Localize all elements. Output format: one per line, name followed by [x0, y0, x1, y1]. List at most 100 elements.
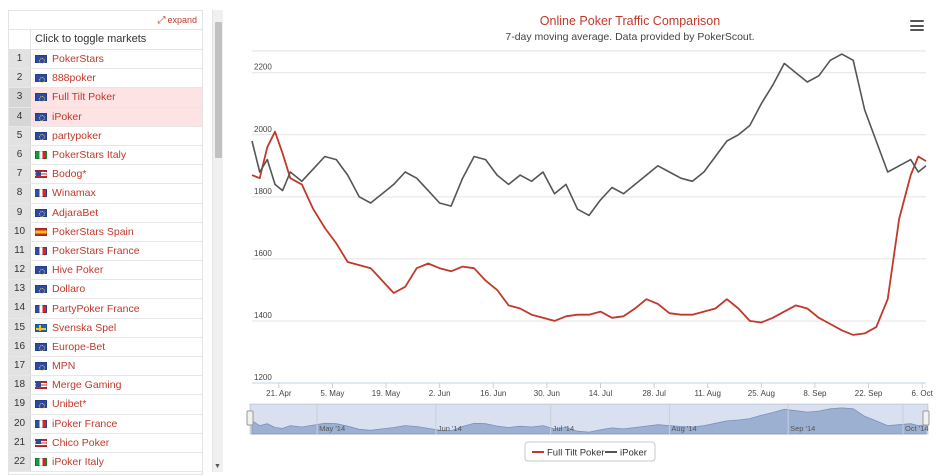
y-tick-label: 2000 [254, 125, 272, 134]
market-cell[interactable]: PokerStars Italy [31, 146, 202, 164]
market-name: Europe-Bet [52, 340, 106, 353]
market-row[interactable]: 3 Full Tilt Poker [9, 88, 202, 108]
market-cell[interactable]: Chico Poker [31, 434, 202, 452]
market-cell[interactable]: PokerStars [31, 50, 202, 68]
market-cell[interactable]: PokerStars France [31, 242, 202, 260]
market-cell[interactable]: MPN [31, 357, 202, 375]
market-row[interactable]: 12 Hive Poker [9, 261, 202, 281]
market-rank: 20 [9, 414, 31, 433]
series-line-full-tilt-poker[interactable] [251, 130, 927, 336]
market-cell[interactable]: Full Tilt Poker [31, 88, 202, 107]
x-tick-label: 8. Sep [803, 389, 827, 398]
market-cell[interactable]: Bodog* [31, 165, 202, 183]
market-row[interactable]: 13 Dollaro [9, 280, 202, 300]
market-cell[interactable]: Hive Poker [31, 261, 202, 279]
market-name: MPN [52, 360, 76, 373]
market-cell[interactable]: PartyPoker France [31, 299, 202, 317]
market-row[interactable]: 8 Winamax [9, 184, 202, 204]
fr-flag-icon [35, 304, 47, 313]
market-rank: 21 [9, 433, 31, 452]
market-name: partypoker [52, 129, 102, 142]
market-cell[interactable]: Svenska Spel [31, 319, 202, 337]
market-name: 888poker [52, 72, 96, 85]
market-name: PokerStars France [52, 244, 140, 257]
x-tick-label: 2. Jun [429, 389, 451, 398]
market-row[interactable]: 7 Bodog* [9, 165, 202, 185]
market-row[interactable]: 19 Unibet* [9, 395, 202, 415]
market-name: Full Tilt Poker [52, 91, 116, 104]
market-cell[interactable]: 888poker [31, 69, 202, 87]
market-cell[interactable]: Unibet* [31, 395, 202, 413]
market-row[interactable]: 20 iPoker France [9, 414, 202, 434]
navigator-handle-left[interactable] [246, 410, 254, 426]
market-name: iPoker France [52, 417, 118, 430]
expand-button[interactable]: ⤢ expand [157, 15, 197, 26]
market-row[interactable]: 4 iPoker [9, 107, 202, 127]
market-row[interactable]: 17 MPN [9, 357, 202, 377]
y-tick-label: 1400 [254, 311, 272, 320]
series-line-ipoker[interactable] [251, 53, 927, 217]
x-tick-label: 14. Jul [589, 389, 613, 398]
us-flag-icon [35, 381, 47, 390]
market-cell[interactable]: AdjaraBet [31, 204, 202, 222]
market-cell[interactable]: PokerStars Spain [31, 223, 202, 241]
market-cell[interactable]: partypoker [31, 127, 202, 145]
market-cell[interactable]: Europe-Bet [31, 338, 202, 356]
x-tick-label: 11. Aug [694, 389, 721, 398]
market-row[interactable]: 16 Europe-Bet [9, 337, 202, 357]
es-flag-icon [35, 227, 47, 236]
navigator-label: Oct '14 [905, 424, 929, 433]
market-cell[interactable]: iPoker Italy [31, 453, 202, 471]
market-row[interactable]: 21 Chico Poker [9, 433, 202, 453]
market-rank: 5 [9, 126, 31, 145]
market-rank: 12 [9, 261, 31, 280]
eu-flag-icon [35, 55, 47, 64]
market-row[interactable]: 2 888poker [9, 69, 202, 89]
market-rank: 22 [9, 452, 31, 472]
market-cell[interactable]: iPoker France [31, 415, 202, 433]
market-row[interactable]: 14 PartyPoker France [9, 299, 202, 319]
scrollbar-thumb[interactable] [215, 22, 222, 158]
market-row[interactable]: 11 PokerStars France [9, 241, 202, 262]
market-row[interactable]: 5 partypoker [9, 126, 202, 146]
eu-flag-icon [35, 362, 47, 371]
eu-flag-icon [35, 74, 47, 83]
navigator-label: Jul '14 [553, 424, 574, 433]
market-row[interactable]: 15 Svenska Spel [9, 318, 202, 338]
fr-flag-icon [35, 246, 47, 255]
us-flag-icon [35, 438, 47, 447]
market-rank: 3 [9, 88, 31, 107]
fr-flag-icon [35, 419, 47, 428]
legend-item-label[interactable]: iPoker [620, 448, 647, 459]
market-row[interactable]: 22 iPoker Italy [9, 452, 202, 473]
market-name: Bodog* [52, 168, 87, 181]
market-rank: 16 [9, 337, 31, 356]
market-row[interactable]: 18 Merge Gaming [9, 376, 202, 396]
eu-flag-icon [35, 285, 47, 294]
y-tick-label: 2200 [254, 63, 272, 72]
market-name: PartyPoker France [52, 302, 140, 315]
x-tick-label: 6. Oct [911, 389, 933, 398]
market-rank: 2 [9, 69, 31, 88]
market-row[interactable]: 10 PokerStars Spain [9, 222, 202, 242]
hamburger-menu-icon[interactable] [910, 20, 924, 32]
navigator-handle-right[interactable] [922, 410, 930, 426]
navigator-selected-range[interactable] [250, 404, 928, 434]
market-name: Hive Poker [52, 264, 104, 277]
market-list-scrollbar[interactable]: ▼ [212, 10, 223, 472]
expand-arrows-icon: ⤢ [157, 15, 166, 26]
market-cell[interactable]: Dollaro [31, 280, 202, 298]
x-tick-label: 28. Jul [642, 389, 666, 398]
market-row[interactable]: 1 PokerStars [9, 50, 202, 70]
market-cell[interactable]: Merge Gaming [31, 376, 202, 394]
market-row[interactable]: 6 PokerStars Italy [9, 145, 202, 166]
market-cell[interactable]: iPoker [31, 107, 202, 126]
scroll-down-arrow-icon[interactable]: ▼ [214, 463, 221, 470]
market-rank: 11 [9, 241, 31, 261]
legend-item-label[interactable]: Full Tilt Poker [547, 448, 605, 459]
fr-flag-icon [35, 189, 47, 198]
markets-panel-header: ⤢ expand [9, 11, 202, 30]
market-cell[interactable]: Winamax [31, 184, 202, 202]
eu-flag-icon [35, 266, 47, 275]
market-row[interactable]: 9 AdjaraBet [9, 203, 202, 223]
